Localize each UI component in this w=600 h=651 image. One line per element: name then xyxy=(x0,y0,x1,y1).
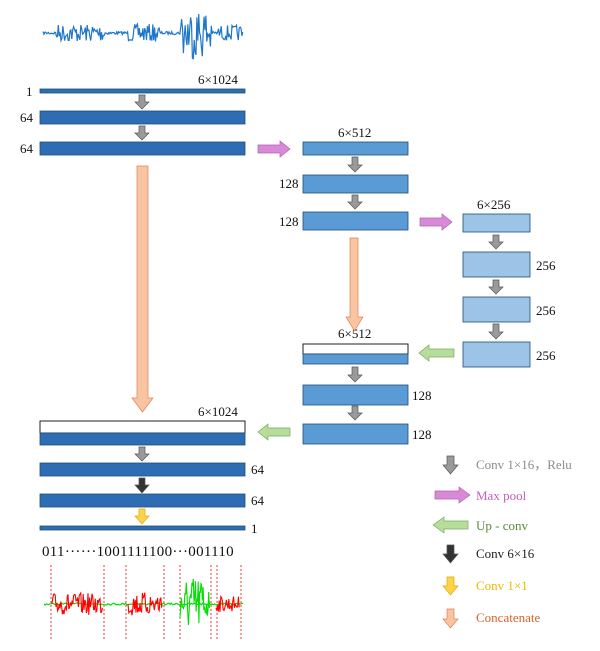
conv-arrow-enc2-a xyxy=(347,156,363,173)
conv-arrow-bottom-c xyxy=(488,323,504,340)
bottom-channels-256a: 256 xyxy=(536,258,556,273)
dec1-layer-conv1 xyxy=(39,462,246,477)
legend-conv1x1-icon xyxy=(442,576,459,596)
dec1-layer-conv2 xyxy=(39,493,246,508)
conv-arrow-dec2-b xyxy=(347,405,363,421)
output-segment-green-burst xyxy=(179,578,210,626)
dec1-concat-white-block xyxy=(39,420,246,434)
dec1-channels-64b: 64 xyxy=(251,493,265,508)
output-baseline-green xyxy=(43,602,244,606)
maxpool-arrow-2 xyxy=(419,213,453,231)
legend-concat-icon xyxy=(442,608,459,629)
bottom-layer-conv3 xyxy=(462,341,531,368)
input-signal-waveform xyxy=(42,13,244,60)
conv-arrow-bottom-a xyxy=(488,234,504,250)
dec1-layer-upconv xyxy=(39,432,246,446)
conv-arrow-dec2-a xyxy=(347,366,363,383)
dec2-layer-conv1 xyxy=(302,384,409,406)
dec1-channels-64a: 64 xyxy=(251,462,265,477)
concat-arrow-level1 xyxy=(131,165,154,413)
dec2-layer-conv2 xyxy=(302,423,409,445)
decoder-level-1: 6×1024 64 64 1 xyxy=(39,404,265,536)
conv1x1-arrow xyxy=(134,508,150,525)
maxpool-arrow-1 xyxy=(257,140,291,158)
bottom-layer-pooled xyxy=(462,213,531,233)
legend-maxpool-label: Max pool xyxy=(476,488,527,503)
encoder-level-1: 1 6×1024 64 64 xyxy=(20,72,246,156)
enc1-channels-64b: 64 xyxy=(20,141,34,156)
conv6x16-arrow xyxy=(134,477,150,494)
output-signal xyxy=(43,565,244,640)
legend-conv1x1-label: Conv 1×1 xyxy=(476,578,528,593)
conv-arrow-bottom-b xyxy=(488,279,504,295)
enc2-layer-pooled xyxy=(302,141,409,156)
dec1-layer-output xyxy=(39,525,246,531)
bottom-dimension-label: 6×256 xyxy=(477,197,511,212)
dec2-channels-128b: 128 xyxy=(412,427,432,442)
output-segment-red-1 xyxy=(51,591,103,615)
enc1-layer-conv2 xyxy=(39,141,246,156)
encoder-level-2: 6×512 128 128 xyxy=(279,125,409,231)
dec1-channels-1: 1 xyxy=(251,521,258,536)
conv-arrow-enc1-b xyxy=(134,125,150,141)
enc2-dimension-label: 6×512 xyxy=(338,125,371,140)
enc1-channels-1: 1 xyxy=(26,84,33,99)
bottom-layer-conv1 xyxy=(462,251,531,278)
dec2-dimension-label: 6×512 xyxy=(338,326,371,341)
enc2-channels-128b: 128 xyxy=(279,214,299,229)
upconv-arrow-1 xyxy=(418,344,455,362)
conv-arrow-dec1-a xyxy=(134,446,150,462)
conv-arrow-enc2-b xyxy=(347,194,363,210)
enc1-layer-input xyxy=(39,88,246,94)
bottom-channels-256b: 256 xyxy=(536,303,556,318)
enc2-layer-conv2 xyxy=(302,211,409,231)
upconv-arrow-2 xyxy=(257,423,291,441)
dec1-dimension-label: 6×1024 xyxy=(198,404,238,419)
decoder-level-2: 6×512 128 128 xyxy=(302,326,432,445)
bottom-layer-conv2 xyxy=(462,296,531,323)
enc1-layer-conv1 xyxy=(39,110,246,125)
dec2-channels-128a: 128 xyxy=(412,388,432,403)
concat-arrow-level2 xyxy=(345,237,364,332)
bottom-channels-256c: 256 xyxy=(536,348,556,363)
legend-conv-icon xyxy=(442,455,459,475)
enc1-channels-64a: 64 xyxy=(20,110,34,125)
legend-conv-label: Conv 1×16，Relu xyxy=(476,457,572,472)
bottleneck-level: 6×256 256 256 256 xyxy=(462,197,556,368)
legend-conv6x16-label: Conv 6×16 xyxy=(476,546,535,561)
legend: Conv 1×16，Relu Max pool Up - conv Conv 6… xyxy=(432,455,572,629)
output-segment-red-2 xyxy=(127,592,163,616)
legend-upconv-label: Up - conv xyxy=(476,518,528,533)
segment-divider-lines xyxy=(50,565,242,640)
legend-upconv-icon xyxy=(432,516,469,534)
dec2-concat-white-block xyxy=(302,343,409,355)
enc2-layer-conv1 xyxy=(302,174,409,194)
output-segment-red-3 xyxy=(215,595,240,612)
arrows-layer xyxy=(131,94,504,525)
legend-concat-label: Concatenate xyxy=(476,610,540,625)
binary-output-sequence: 011······1001111100···001110 xyxy=(42,544,234,560)
legend-maxpool-icon xyxy=(434,486,471,504)
conv-arrow-enc1-a xyxy=(134,94,150,110)
enc2-channels-128a: 128 xyxy=(279,176,299,191)
enc1-dimension-label: 6×1024 xyxy=(198,72,238,87)
legend-conv6x16-icon xyxy=(442,544,459,564)
dec2-layer-upconv xyxy=(302,353,409,365)
